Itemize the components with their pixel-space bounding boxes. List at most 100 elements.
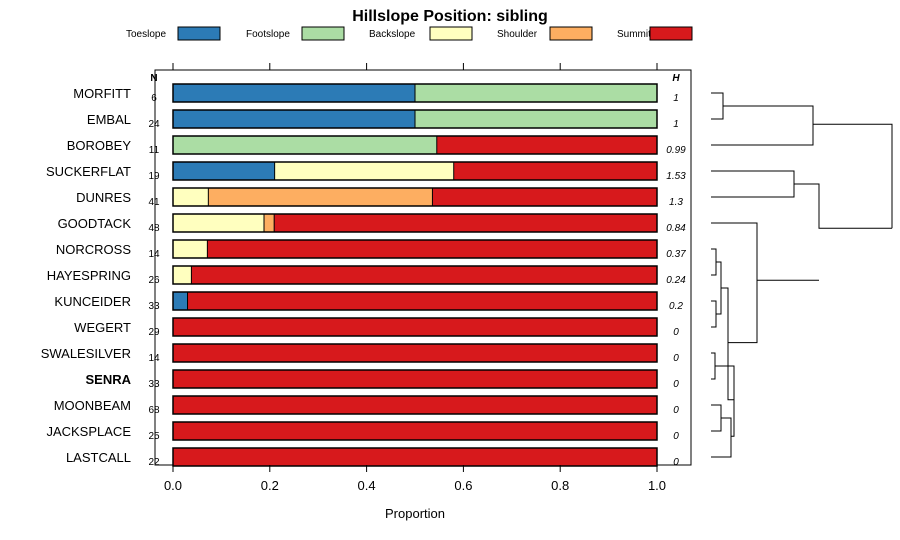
n-value: 26: [148, 275, 160, 286]
n-value: 68: [148, 405, 160, 416]
bar-segment-summit: [187, 292, 657, 310]
h-value: 0: [673, 379, 679, 390]
bar-segment-summit: [453, 162, 657, 180]
bar-outline: [172, 395, 658, 415]
x-axis: 0.0 0.2 0.4 0.6 0.8 1.0: [164, 63, 666, 493]
h-value: 0: [673, 405, 679, 416]
bar-segment-toeslope: [173, 110, 415, 128]
bar-outline: [172, 213, 658, 233]
bar-row-senra: SENRA 33 0: [85, 369, 679, 390]
n-value: 33: [148, 379, 160, 390]
bar-outline: [172, 421, 658, 441]
bar-segment-summit: [207, 240, 657, 258]
bar-outline: [172, 291, 658, 311]
bar-segment-footslope: [415, 84, 657, 102]
dendrogram-branch: [711, 300, 717, 328]
bar-segment-summit: [173, 422, 657, 440]
legend-swatch-shoulder: [549, 26, 593, 41]
dendrogram-branch: [711, 222, 758, 344]
bar-row-goodtack: GOODTACK 48 0.84: [58, 213, 686, 234]
bar-row-lastcall: LASTCALL 22 0: [66, 447, 679, 468]
h-value: 1.3: [669, 197, 683, 208]
h-value: 0: [673, 327, 679, 338]
bar-segment-toeslope: [173, 292, 188, 310]
legend-label-toeslope: Toeslope: [126, 29, 166, 40]
bar-row-dunres: DUNRES 41 1.3: [76, 187, 683, 208]
n-value: 14: [148, 353, 160, 364]
legend-label-footslope: Footslope: [246, 29, 290, 40]
bar-row-wegert: WEGERT 29 0: [74, 317, 679, 338]
bar-outline: [172, 161, 658, 181]
n-value: 14: [148, 249, 160, 260]
category-label: SWALESILVER: [41, 346, 131, 361]
dendrogram-branch: [711, 105, 814, 146]
chart-title: Hillslope Position: sibling: [352, 8, 548, 25]
dendrogram-branch: [716, 261, 722, 315]
bar-outline: [172, 135, 658, 155]
bar-segment-summit: [274, 214, 657, 232]
x-tick-label: 0.2: [261, 478, 279, 493]
bar-rows: MORFITT 6 1 EMBAL 24 1 BOROBEY 11 0.99 SUCKERFLAT…: [41, 83, 686, 468]
bar-outline: [172, 343, 658, 363]
h-value: 1: [673, 119, 679, 130]
legend-swatch-backslope: [429, 26, 473, 41]
legend-label-summit: Summit: [617, 29, 651, 40]
bar-row-embal: EMBAL 24 1: [87, 109, 679, 130]
bar-segment-summit: [173, 318, 657, 336]
bar-outline: [172, 83, 658, 103]
x-axis-label: Proportion: [385, 506, 445, 521]
dendrogram-branch: [711, 404, 722, 432]
h-value: 0.24: [666, 275, 686, 286]
bar-segment-shoulder: [208, 188, 433, 206]
h-column-header: H: [672, 73, 680, 84]
bar-segment-summit: [173, 344, 657, 362]
category-label: NORCROSS: [56, 242, 131, 257]
h-value: 0.84: [666, 223, 686, 234]
h-value: 1.53: [666, 171, 686, 182]
category-label: JACKSPLACE: [46, 424, 131, 439]
bar-segment-summit: [432, 188, 657, 206]
category-label: MOONBEAM: [54, 398, 131, 413]
dendrogram-branch: [711, 417, 732, 458]
n-value: 11: [149, 145, 160, 156]
bar-outline: [172, 447, 658, 467]
category-label: WEGERT: [74, 320, 131, 335]
bar-segment-summit: [436, 136, 657, 154]
bar-segment-footslope: [415, 110, 657, 128]
n-value: 6: [151, 93, 157, 104]
bar-segment-toeslope: [173, 84, 415, 102]
h-value: 0.37: [666, 249, 686, 260]
bar-segment-backslope: [173, 266, 192, 284]
dendrogram: [711, 92, 893, 458]
bar-outline: [172, 239, 658, 259]
bar-segment-summit: [173, 448, 657, 466]
n-value: 25: [148, 431, 160, 442]
bar-row-hayespring: HAYESPRING 26 0.24: [47, 265, 686, 286]
bar-row-morfitt: MORFITT 6 1: [73, 83, 679, 104]
n-value: 41: [148, 197, 160, 208]
bar-outline: [172, 317, 658, 337]
bar-outline: [172, 265, 658, 285]
bar-segment-backslope: [173, 188, 209, 206]
bar-row-suckerflat: SUCKERFLAT 19 1.53: [46, 161, 686, 182]
bar-outline: [172, 109, 658, 129]
bar-segment-backslope: [274, 162, 454, 180]
bar-row-swalesilver: SWALESILVER 14 0: [41, 343, 679, 364]
dendrogram-branch: [711, 248, 717, 276]
legend-swatch-footslope: [301, 26, 345, 41]
bar-segment-shoulder: [263, 214, 275, 232]
category-label: MORFITT: [73, 86, 131, 101]
legend: Toeslope Footslope Backslope Shoulder Summit: [126, 26, 693, 41]
h-value: 0.2: [669, 301, 683, 312]
n-value: 33: [148, 301, 160, 312]
bar-segment-summit: [173, 370, 657, 388]
h-value: 0: [673, 353, 679, 364]
h-value: 0: [673, 431, 679, 442]
h-value: 0.99: [666, 145, 686, 156]
x-tick-label: 1.0: [648, 478, 666, 493]
bar-segment-footslope: [173, 136, 437, 154]
bar-outline: [172, 187, 658, 207]
x-tick-label: 0.8: [551, 478, 569, 493]
category-label: HAYESPRING: [47, 268, 131, 283]
